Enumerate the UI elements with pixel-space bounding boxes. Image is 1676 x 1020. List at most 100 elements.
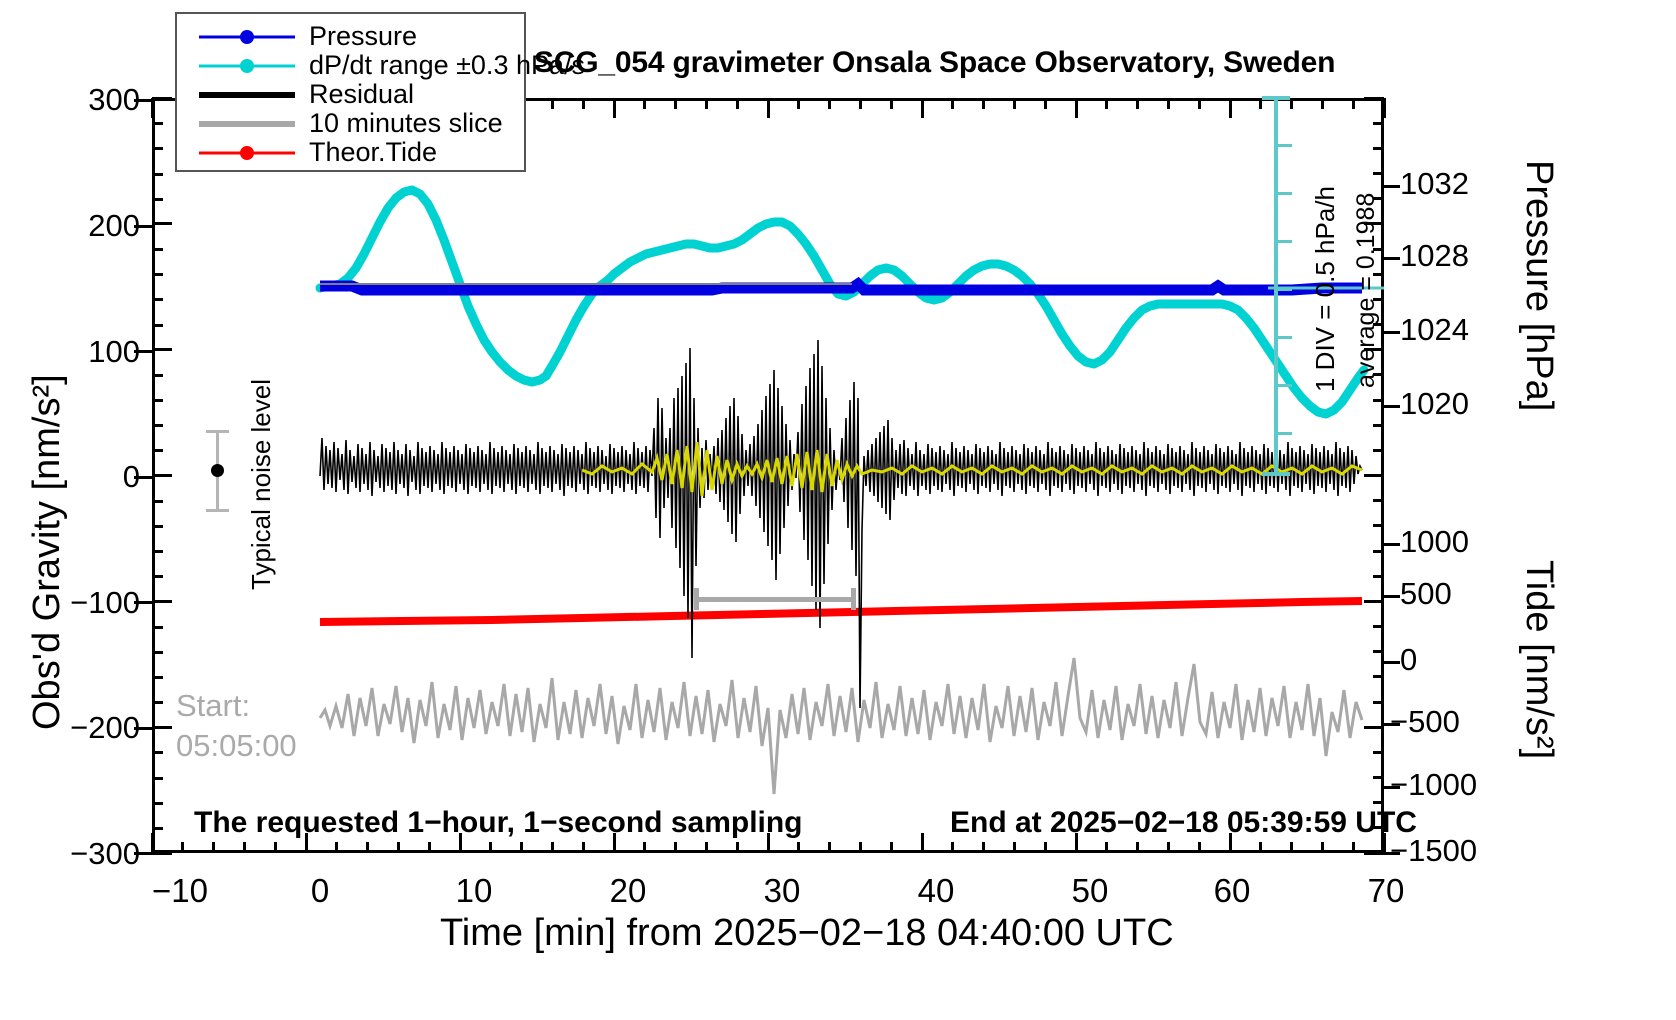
xtick-bottom <box>458 833 462 853</box>
xtick-bottom <box>304 833 308 853</box>
legend-item-tide[interactable]: Theor.Tide <box>177 137 524 167</box>
slice-trace <box>318 657 1364 795</box>
xtick-top <box>704 98 708 109</box>
y-axis-left-title: Obs'd Gravity [nm/s²] <box>26 374 68 730</box>
ytick-right-outer <box>1384 594 1400 598</box>
ytick-mark <box>134 852 152 855</box>
ytick-mark <box>134 601 152 604</box>
ytick-left-0: 0 <box>122 459 140 494</box>
xtick-bottom <box>1290 842 1294 853</box>
xtick-70: 70 <box>1367 872 1405 909</box>
legend-label-tide: Theor.Tide <box>309 137 438 167</box>
ytick-right <box>1364 851 1384 855</box>
xtick-bottom <box>674 842 678 853</box>
xtick-top <box>581 98 585 109</box>
ytick-left-100: 100 <box>88 334 140 369</box>
xtick-top <box>1136 98 1140 109</box>
xtick-50: 50 <box>1071 872 1109 909</box>
xtick-20: 20 <box>609 872 647 909</box>
ytick-right <box>1373 423 1384 427</box>
xtick-bottom <box>489 842 493 853</box>
legend-item-pressure[interactable]: Pressure <box>177 21 524 51</box>
xtick-top <box>766 98 770 118</box>
ytick-right-1032: 1032 <box>1400 166 1469 201</box>
xtick-top <box>1228 98 1232 118</box>
ytick-right <box>1364 222 1384 226</box>
legend-label-dpdt: dP/dt range ±0.3 hPa/s <box>309 50 585 80</box>
xtick-bottom <box>1012 842 1016 853</box>
ytick-right <box>1373 801 1384 805</box>
ytick-minor-left <box>152 751 163 755</box>
ytick-minor-left <box>152 298 163 302</box>
xtick-top <box>612 98 616 118</box>
ytick-major-left <box>152 474 172 477</box>
xtick-top <box>735 98 739 109</box>
legend-item-dpdt[interactable]: dP/dt range ±0.3 hPa/s <box>177 50 585 80</box>
xtick-top <box>550 98 554 109</box>
ytick-minor-left <box>152 524 163 528</box>
xtick-0: 0 <box>310 872 330 909</box>
xtick-bottom <box>920 833 924 853</box>
xtick-top <box>951 98 955 109</box>
xtick-bottom <box>612 833 616 853</box>
ytick-minor-left <box>152 147 163 151</box>
ytick-minor-left <box>152 675 163 679</box>
legend-item-residual[interactable]: Residual <box>177 79 524 109</box>
xtick-bottom <box>366 842 370 853</box>
xtick-10: 10 <box>455 872 493 909</box>
ytick-right-outer <box>1384 256 1400 260</box>
slice-residual-trace <box>581 441 1363 497</box>
xtick-top <box>1382 98 1386 118</box>
ytick-right-outer <box>1384 722 1400 726</box>
ytick-right-1020: 1020 <box>1400 386 1469 421</box>
sampling-note: The requested 1−hour, 1−second sampling <box>194 806 803 839</box>
xtick-top <box>150 98 154 118</box>
legend: Pressure dP/dt range ±0.3 hPa/s Residual… <box>175 12 585 172</box>
xtick-bottom <box>550 842 554 853</box>
ytick-right <box>1373 197 1384 201</box>
ytick-mark <box>134 225 152 228</box>
dpdt-division-scale <box>1262 96 1292 476</box>
ytick-minor-left <box>152 550 163 553</box>
ytick-minor-left <box>152 197 163 201</box>
xtick-bottom <box>828 842 832 853</box>
ytick-right <box>1373 448 1384 452</box>
ytick-right <box>1373 172 1384 175</box>
xtick-top <box>889 98 893 109</box>
ytick-left-300: 300 <box>88 82 140 117</box>
xtick-bottom <box>1382 833 1386 853</box>
ytick-major-left <box>152 851 172 855</box>
ytick-mark <box>134 727 152 730</box>
xtick-bottom <box>1228 833 1232 853</box>
y-axis-right-pressure-title: Pressure [hPa] <box>1518 160 1560 412</box>
ytick-mark <box>134 350 152 353</box>
xtick-bottom <box>1136 842 1140 853</box>
ytick-right-1024: 1024 <box>1400 312 1469 347</box>
ytick-tide-m1000: −1000 <box>1390 767 1478 802</box>
legend-item-slice[interactable]: 10 minutes slice <box>177 108 524 138</box>
xtick-bottom <box>1074 833 1078 853</box>
start-time-value: 05:05:00 <box>176 728 297 763</box>
start-label: Start: <box>176 688 251 723</box>
ytick-right <box>1364 96 1384 100</box>
xtick-top <box>828 98 832 109</box>
ytick-tide-500: 500 <box>1400 576 1452 611</box>
ytick-minor-left <box>152 575 163 579</box>
typical-noise-level-marker <box>205 430 229 512</box>
xtick-bottom <box>520 842 524 853</box>
xtick-top <box>1351 98 1355 109</box>
xtick-bottom <box>766 833 770 853</box>
ytick-right <box>1373 121 1384 125</box>
xtick-bottom <box>427 842 431 853</box>
typical-noise-level-label: Typical noise level <box>246 379 276 590</box>
ytick-right <box>1373 373 1384 377</box>
xtick-bottom <box>1043 842 1047 853</box>
xtick-top <box>1197 98 1201 109</box>
xtick-bottom <box>335 842 339 853</box>
div-scale-label: 1 DIV = 0.5 hPa/h <box>1310 186 1340 392</box>
ytick-right <box>1373 272 1384 276</box>
xtick-bottom <box>1259 842 1263 853</box>
xtick-bottom <box>643 842 647 853</box>
xtick-bottom <box>581 842 585 853</box>
